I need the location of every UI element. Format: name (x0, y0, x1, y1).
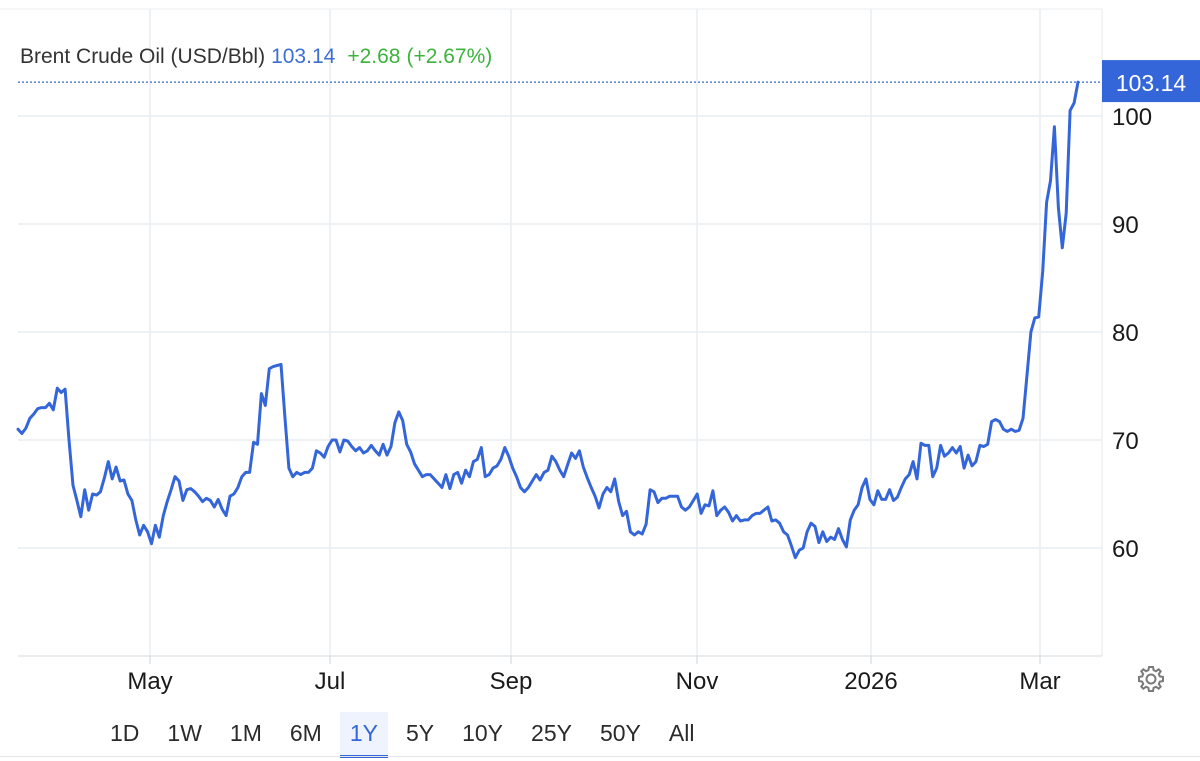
range-button-all[interactable]: All (668, 720, 695, 746)
range-button-25y[interactable]: 25Y (531, 720, 572, 746)
horizontal-gridlines (18, 115, 1102, 549)
last-price-tag-label: 103.14 (1116, 70, 1187, 96)
x-tick-label: Sep (490, 668, 533, 695)
bottom-divider (0, 756, 1200, 757)
y-tick-label: 90 (1112, 212, 1139, 239)
range-button-10y[interactable]: 10Y (462, 720, 504, 746)
y-tick-label: 100 (1112, 104, 1152, 131)
price-change: +2.68 (347, 45, 401, 68)
price-change-percent: (+2.67%) (406, 45, 493, 68)
range-button-1w[interactable]: 1W (167, 720, 202, 746)
x-tick-label: 2026 (844, 668, 897, 695)
series-line-brent[interactable] (16, 80, 1080, 560)
range-button-50y[interactable]: 50Y (599, 720, 641, 746)
x-tick-label: May (127, 668, 172, 695)
range-button-1d[interactable]: 1D (110, 720, 140, 746)
y-axis-tick-labels: 60 70 80 90 100 (1112, 104, 1152, 563)
current-price: 103.14 (271, 45, 336, 68)
chart-header: Brent Crude Oil (USD/Bbl) 103.14 +2.68 (+2.… (20, 45, 492, 69)
range-button-1y[interactable]: 1Y (339, 712, 388, 758)
y-tick-label: 80 (1112, 320, 1139, 347)
y-tick-label: 60 (1112, 536, 1139, 563)
x-tick-label: Mar (1019, 668, 1060, 695)
chart-title: Brent Crude Oil (USD/Bbl) (20, 45, 266, 68)
time-range-selector: 1D 1W 1M 6M 1Y 5Y 10Y 25Y 50Y All (100, 712, 712, 760)
x-tick-label: Nov (676, 668, 719, 695)
x-axis-tick-labels: May Jul Sep Nov 2026 Mar (127, 668, 1060, 695)
y-tick-label: 70 (1112, 428, 1139, 455)
x-tick-label: Jul (315, 668, 346, 695)
last-price-tag-box (1102, 60, 1200, 103)
range-button-1m[interactable]: 1M (229, 720, 262, 746)
last-price-tag: 103.14 (1102, 60, 1200, 103)
range-button-6m[interactable]: 6M (289, 720, 322, 746)
range-button-5y[interactable]: 5Y (405, 720, 435, 746)
vertical-gridlines (149, 9, 1041, 664)
gear-icon[interactable] (1136, 664, 1166, 694)
